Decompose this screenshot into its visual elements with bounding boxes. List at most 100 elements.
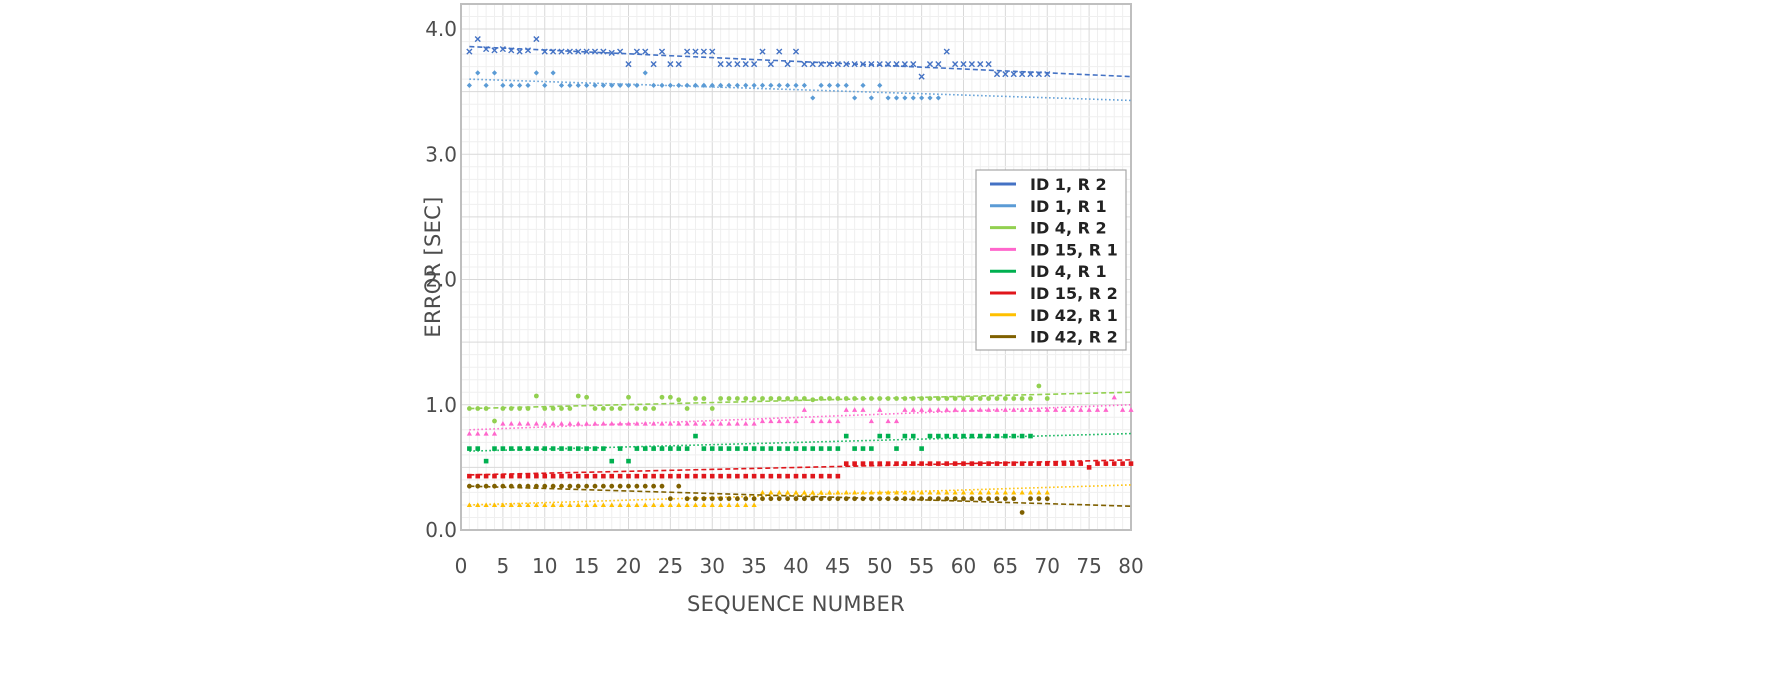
data-point [517, 420, 523, 426]
data-point [542, 82, 548, 89]
data-point [986, 433, 991, 439]
data-point [491, 430, 498, 436]
data-point [1111, 394, 1117, 400]
data-point [734, 420, 740, 426]
data-point [676, 483, 682, 489]
data-point [894, 496, 899, 502]
data-point [860, 446, 866, 451]
data-point [575, 446, 581, 451]
data-point [1036, 496, 1042, 502]
data-point [1128, 461, 1134, 466]
data-point [508, 483, 514, 489]
data-point [1019, 461, 1025, 466]
data-point [584, 394, 590, 400]
data-point [725, 61, 733, 68]
data-point [768, 473, 774, 479]
data-point [935, 95, 941, 101]
data-point [927, 407, 933, 412]
legend-label: ID 42, R 1 [1030, 306, 1118, 325]
series-group [466, 35, 1132, 80]
data-point [642, 502, 648, 508]
data-point [634, 446, 640, 451]
data-point [776, 496, 782, 502]
x-tick-label: 55 [909, 554, 934, 578]
data-point [1036, 407, 1042, 412]
data-point [936, 461, 941, 466]
y-tick-label: 0.0 [425, 518, 457, 542]
data-point [558, 502, 565, 508]
data-point [517, 502, 523, 508]
data-point [634, 82, 640, 89]
data-point [935, 396, 941, 401]
data-point [977, 489, 983, 495]
data-point [927, 496, 933, 502]
data-point [877, 82, 883, 89]
data-point [885, 61, 892, 68]
data-point [1028, 461, 1033, 466]
data-point [667, 394, 673, 400]
data-point [592, 420, 598, 426]
data-point [1078, 461, 1084, 466]
data-point [785, 418, 791, 424]
data-point [852, 396, 858, 401]
data-point [1002, 496, 1008, 502]
data-point [977, 496, 983, 502]
data-point [994, 407, 1000, 412]
data-point [894, 396, 899, 401]
data-point [525, 420, 531, 426]
data-point [776, 82, 782, 89]
data-point [818, 61, 825, 68]
legend-box [975, 169, 1127, 351]
data-point [927, 433, 933, 439]
data-point [1019, 510, 1025, 515]
x-tick-label: 75 [1076, 554, 1101, 578]
data-point [835, 489, 841, 495]
data-point [961, 396, 966, 401]
data-point [601, 446, 606, 451]
data-point [751, 396, 757, 401]
data-point [935, 489, 941, 495]
data-point [734, 496, 740, 502]
series-group [466, 484, 1132, 508]
y-tick-label: 1.0 [425, 393, 457, 417]
data-point [961, 461, 966, 466]
data-point [592, 473, 598, 479]
data-point [525, 82, 531, 89]
data-point [583, 48, 590, 55]
data-point [500, 406, 506, 411]
data-point [877, 496, 883, 502]
data-point [1027, 71, 1034, 78]
data-point [902, 407, 908, 412]
data-point [466, 406, 472, 411]
data-point [877, 407, 883, 412]
data-point [1036, 383, 1042, 389]
data-point [1069, 407, 1075, 412]
data-point [676, 420, 682, 426]
data-point [919, 496, 925, 502]
data-point [1011, 461, 1017, 466]
data-point [885, 461, 891, 466]
data-point [700, 48, 707, 55]
data-point [768, 489, 774, 495]
data-point [475, 70, 481, 76]
data-point [617, 502, 623, 508]
data-point [785, 489, 791, 495]
data-point [542, 483, 548, 489]
data-point [751, 61, 758, 68]
data-point [508, 47, 515, 54]
data-point [575, 502, 581, 508]
data-point [492, 483, 497, 489]
data-point [475, 473, 481, 479]
data-point [826, 418, 833, 424]
data-point [475, 446, 481, 451]
data-point [676, 446, 682, 451]
data-point [492, 446, 497, 451]
data-point [944, 461, 950, 466]
data-point [508, 446, 514, 451]
data-point [977, 396, 983, 401]
data-point [759, 489, 766, 495]
data-point [659, 420, 665, 426]
data-point [910, 461, 916, 466]
data-point [810, 489, 816, 495]
data-point [810, 397, 816, 403]
